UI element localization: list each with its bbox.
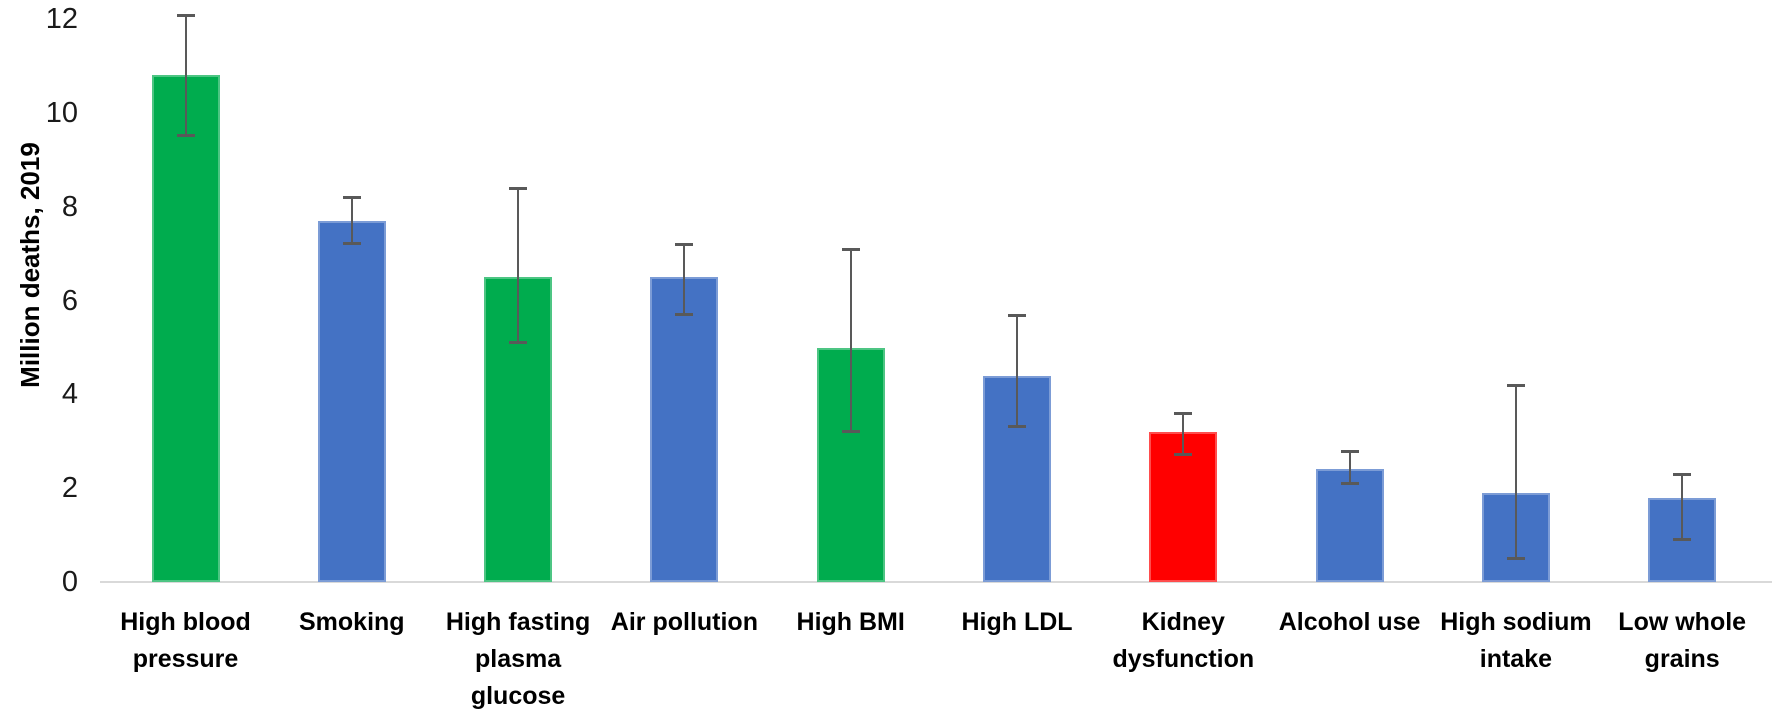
error-bar-top-cap-kidney-dysfunction	[1174, 412, 1193, 416]
x-axis-label-low-whole-grains: Low whole grains	[1597, 604, 1767, 678]
x-axis-label-line: Alcohol use	[1278, 608, 1421, 636]
error-bar-air-pollution	[683, 244, 686, 315]
error-bar-bottom-cap-high-bmi	[841, 429, 860, 433]
x-axis-label-high-sodium-intake: High sodium intake	[1431, 604, 1601, 678]
error-bar-high-blood-pressure	[184, 14, 187, 137]
y-tick-label-12: 12	[45, 3, 78, 36]
y-tick-label-2: 2	[61, 472, 78, 505]
x-axis-label-high-bmi: High BMI	[766, 604, 936, 641]
bar-alcohol-use	[1315, 469, 1384, 582]
error-bar-top-cap-high-sodium-intake	[1506, 384, 1525, 388]
x-axis-label-line: intake	[1479, 645, 1553, 673]
error-bar-high-fasting-plasma-glucose	[517, 188, 520, 343]
error-bar-kidney-dysfunction	[1182, 413, 1185, 456]
x-axis-label-high-blood-pressure: High blood pressure	[101, 604, 271, 678]
error-bar-top-cap-alcohol-use	[1340, 449, 1359, 453]
y-tick-label-8: 8	[61, 190, 78, 223]
x-axis-label-high-fasting-plasma-glucose: High fasting plasma glucose	[433, 604, 603, 715]
error-bar-bottom-cap-air-pollution	[675, 312, 694, 316]
error-bar-top-cap-air-pollution	[675, 243, 694, 247]
error-bar-bottom-cap-high-fasting-plasma-glucose	[509, 340, 528, 344]
error-bar-top-cap-low-whole-grains	[1673, 473, 1692, 477]
error-bar-high-ldl	[1016, 314, 1018, 428]
bar-high-blood-pressure	[151, 75, 220, 582]
x-axis-label-line: High blood	[120, 608, 251, 636]
y-tick-label-4: 4	[61, 378, 78, 411]
x-axis-label-line: Air pollution	[610, 608, 758, 636]
x-axis-label-line: grains	[1644, 645, 1720, 673]
error-bar-bottom-cap-low-whole-grains	[1673, 537, 1692, 541]
bar-air-pollution	[650, 277, 719, 582]
error-bar-bottom-cap-kidney-dysfunction	[1174, 453, 1193, 457]
y-tick-label-0: 0	[61, 566, 78, 598]
x-axis-label-line: Kidney	[1141, 608, 1225, 636]
error-bar-top-cap-smoking	[342, 196, 361, 200]
x-axis-label-alcohol-use: Alcohol use	[1265, 604, 1435, 641]
error-bar-top-cap-high-fasting-plasma-glucose	[509, 187, 528, 191]
error-bar-alcohol-use	[1348, 450, 1351, 484]
x-axis-line	[100, 581, 1772, 583]
x-axis-label-line: pressure	[132, 645, 239, 673]
error-bar-top-cap-high-ldl	[1008, 313, 1026, 317]
x-axis-label-line: High BMI	[796, 608, 905, 636]
x-axis-label-line: plasma	[475, 645, 562, 673]
y-tick-label-10: 10	[45, 97, 78, 129]
error-bar-bottom-cap-high-ldl	[1008, 425, 1026, 429]
x-axis-label-line: dysfunction	[1112, 645, 1255, 673]
x-axis-label-line: Smoking	[299, 608, 405, 636]
x-axis-label-line: Low whole	[1618, 608, 1747, 636]
error-bar-high-bmi	[849, 249, 852, 432]
x-axis-label-smoking: Smoking	[267, 604, 437, 641]
error-bar-bottom-cap-high-blood-pressure	[176, 134, 195, 138]
error-bar-bottom-cap-high-sodium-intake	[1506, 556, 1525, 560]
error-bar-bottom-cap-alcohol-use	[1340, 481, 1359, 485]
x-axis-label-line: High sodium	[1440, 608, 1592, 636]
error-bar-bottom-cap-smoking	[342, 242, 361, 246]
x-axis-label-line: glucose	[470, 682, 566, 710]
x-axis-label-air-pollution: Air pollution	[599, 604, 769, 641]
x-axis-label-high-ldl: High LDL	[932, 604, 1102, 641]
error-bar-smoking	[350, 197, 353, 245]
error-bar-high-sodium-intake	[1514, 385, 1517, 559]
error-bar-low-whole-grains	[1681, 474, 1684, 540]
error-bar-top-cap-high-bmi	[841, 248, 860, 251]
bar-smoking	[317, 220, 386, 582]
x-axis-label-line: High fasting	[445, 608, 591, 636]
x-axis-label-line: High LDL	[961, 608, 1073, 636]
x-axis-label-kidney-dysfunction: Kidney dysfunction	[1098, 604, 1268, 678]
error-bar-top-cap-high-blood-pressure	[176, 13, 195, 17]
y-tick-label-6: 6	[61, 284, 78, 317]
